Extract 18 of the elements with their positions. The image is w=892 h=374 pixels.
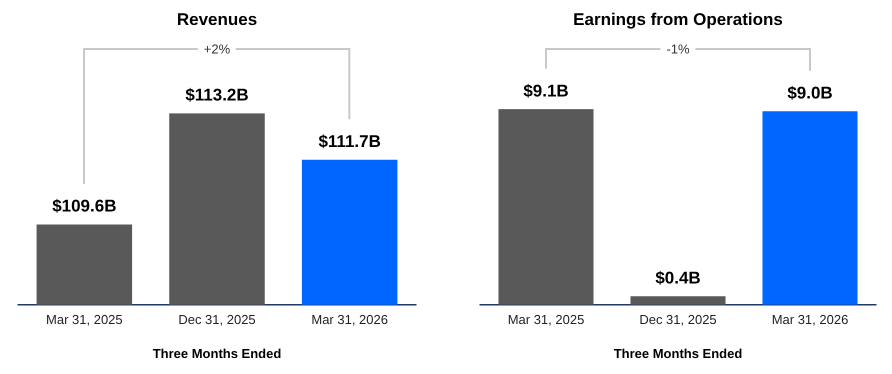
data-label: $113.2B xyxy=(185,86,249,105)
data-label: $109.6B xyxy=(52,196,116,216)
chart-title: Earnings from Operations xyxy=(573,10,783,29)
x-tick-label: Mar 31, 2026 xyxy=(772,312,848,328)
x-axis-title: Three Months Ended xyxy=(152,346,282,361)
chart-title: Revenues xyxy=(176,10,258,29)
x-axis-title: Three Months Ended xyxy=(614,346,742,361)
data-label: $111.7B xyxy=(318,132,381,151)
data-label: $0.4B xyxy=(655,268,701,288)
data-label: $9.0B xyxy=(787,83,833,102)
annotation: -1% xyxy=(660,42,696,57)
data-label: $9.1B xyxy=(523,81,569,100)
x-tick-label: Dec 31, 2025 xyxy=(639,312,717,328)
annotation: +2% xyxy=(198,42,236,57)
x-tick-label: Dec 31, 2025 xyxy=(178,312,256,328)
x-tick-label: Mar 31, 2026 xyxy=(311,312,388,328)
x-tick-label: Mar 31, 2025 xyxy=(508,312,584,328)
x-tick-label: Mar 31, 2025 xyxy=(46,312,123,328)
